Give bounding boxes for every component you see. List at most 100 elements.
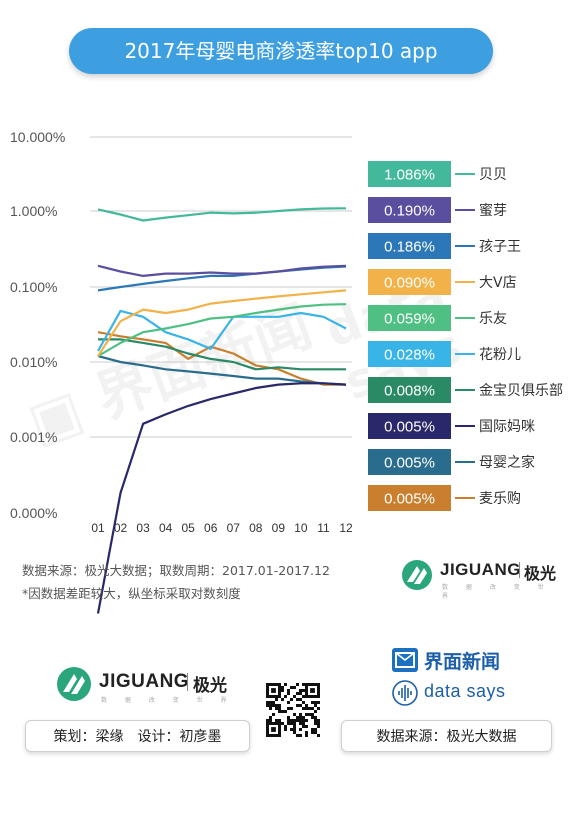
series-line-贝贝	[97, 207, 347, 222]
qr-module	[272, 704, 275, 707]
qr-module	[305, 707, 308, 710]
qr-module	[314, 701, 317, 704]
qr-module	[281, 689, 284, 692]
qr-module	[287, 716, 290, 719]
qr-finder-core	[271, 688, 276, 693]
y-tick-label: 0.000%	[10, 505, 57, 521]
y-tick-label: 0.010%	[10, 354, 57, 370]
qr-module	[287, 722, 290, 725]
credits-pill: 策划：梁缘 设计：初彦墨	[25, 720, 250, 752]
qr-module	[311, 716, 314, 719]
qr-module	[287, 701, 290, 704]
legend-value: 0.186%	[384, 239, 435, 256]
x-tick-label: 09	[272, 521, 286, 535]
qr-module	[275, 704, 278, 707]
legend-item: 0.028% 花粉儿	[368, 341, 521, 367]
legend-value: 0.090%	[384, 275, 435, 292]
legend-series-name: 花粉儿	[479, 347, 521, 363]
qr-module	[293, 686, 296, 689]
qr-finder-core	[271, 727, 276, 732]
qr-module	[290, 698, 293, 701]
qr-module	[266, 704, 269, 707]
legend-series-name: 金宝贝俱乐部	[479, 383, 563, 399]
legend-value: 0.059%	[384, 311, 435, 328]
qr-module	[293, 725, 296, 728]
qr-module	[314, 731, 317, 734]
legend-series-name: 蜜芽	[479, 203, 507, 219]
series-line-大V店	[97, 289, 347, 357]
x-axis-ticks: 01 02 03 04 05 06 07 08 09 10 11 12	[91, 521, 353, 535]
qr-module	[293, 695, 296, 698]
series-line-花粉儿	[97, 309, 347, 352]
series-line-蜜芽	[97, 264, 347, 277]
data-source-note: 数据来源：极光大数据；取数周期：2017.01-2017.12	[22, 563, 330, 578]
qr-module	[317, 725, 320, 728]
legend-item: 0.059% 乐友	[368, 305, 507, 331]
qr-module	[275, 698, 278, 701]
jiguang-cn-wordmark: 极光	[193, 676, 227, 696]
qr-module	[290, 686, 293, 689]
qr-module	[281, 698, 284, 701]
jiguang-logo-icon	[57, 667, 91, 701]
qr-module	[284, 710, 287, 713]
jiguang-slogan: 数 据 改 变 世 界	[442, 584, 552, 600]
qr-module	[293, 719, 296, 722]
series-layer	[96, 207, 347, 614]
qr-module	[305, 725, 308, 728]
qr-module	[278, 704, 281, 707]
qr-module	[299, 704, 302, 707]
qr-module	[314, 719, 317, 722]
qr-module	[311, 713, 314, 716]
qr-module	[314, 704, 317, 707]
jiemian-logo: 界面新闻	[392, 646, 532, 674]
grid-layer	[90, 136, 352, 438]
qr-module	[290, 707, 293, 710]
qr-module	[299, 716, 302, 719]
series-line-乐友	[97, 303, 347, 358]
legend-value: 0.008%	[384, 383, 435, 400]
qr-module	[317, 722, 320, 725]
legend-item: 0.005% 母婴之家	[368, 449, 535, 475]
jiguang-logo-icon	[402, 560, 432, 590]
legend-value: 0.190%	[384, 203, 435, 220]
jiguang-logo-upper: JIGUANG 极光 数 据 改 变 世 界	[400, 556, 570, 600]
qr-module	[302, 689, 305, 692]
legend-value-box	[368, 377, 451, 403]
qr-module	[317, 707, 320, 710]
qr-module	[293, 728, 296, 731]
qr-module	[314, 722, 317, 725]
qr-module	[269, 716, 272, 719]
legend-item: 0.190% 蜜芽	[368, 197, 507, 223]
qr-module	[293, 731, 296, 734]
qr-module	[278, 710, 281, 713]
logo-divider	[519, 562, 520, 578]
qr-module	[296, 692, 299, 695]
qr-module	[302, 722, 305, 725]
qr-module	[308, 707, 311, 710]
qr-module	[314, 710, 317, 713]
qr-module	[281, 686, 284, 689]
qr-module	[284, 695, 287, 698]
legend-series-name: 乐友	[479, 311, 507, 327]
legend: 1.086% 贝贝 0.190% 蜜芽 0.186% 孩子王 0.090% 大V店 0.059%…	[368, 161, 563, 511]
page-title: 2017年母婴电商渗透率top10 app	[69, 28, 493, 74]
legend-series-name: 国际妈咪	[479, 419, 535, 435]
qr-module	[269, 701, 272, 704]
datasays-logo-icon	[392, 680, 418, 706]
qr-code	[266, 683, 320, 737]
qr-module	[302, 719, 305, 722]
qr-module	[305, 713, 308, 716]
qr-module	[302, 707, 305, 710]
legend-value: 0.005%	[384, 455, 435, 472]
qr-module	[302, 695, 305, 698]
qr-module	[275, 719, 278, 722]
qr-module	[299, 689, 302, 692]
legend-series-name: 大V店	[479, 275, 517, 291]
qr-module	[305, 719, 308, 722]
qr-module	[296, 698, 299, 701]
qr-module	[290, 719, 293, 722]
qr-module	[269, 707, 272, 710]
legend-series-name: 母婴之家	[479, 454, 535, 471]
qr-module	[299, 719, 302, 722]
x-tick-label: 04	[159, 521, 173, 535]
